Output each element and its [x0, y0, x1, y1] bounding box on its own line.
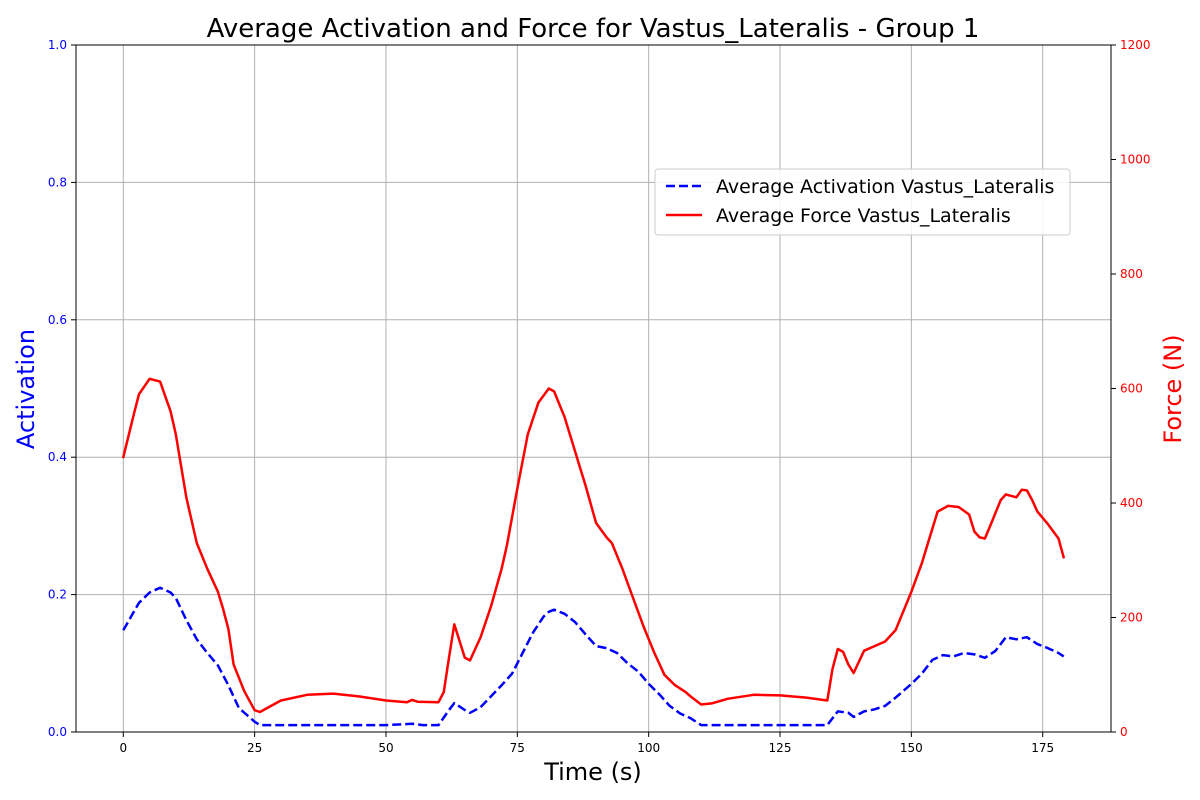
x-tick-label-6: 150 [900, 741, 923, 755]
x-tick-label-0: 0 [119, 741, 127, 755]
right-y-tick-label-6: 1200 [1120, 38, 1151, 52]
right-y-axis-label: Force (N) [1159, 334, 1187, 443]
legend-label-activation: Average Activation Vastus_Lateralis [716, 176, 1054, 198]
left-y-axis-label: Activation [12, 329, 40, 449]
right-y-tick-label-2: 400 [1120, 496, 1143, 510]
right-y-tick-label-1: 200 [1120, 611, 1143, 625]
x-tick-label-2: 50 [378, 741, 393, 755]
x-tick-label-3: 75 [510, 741, 525, 755]
left-y-tick-label-1: 0.2 [48, 588, 67, 602]
right-y-tick-label-3: 600 [1120, 382, 1143, 396]
legend-label-force: Average Force Vastus_Lateralis [716, 205, 1011, 227]
series-line-force [122, 377, 1065, 714]
x-axis-label: Time (s) [543, 758, 642, 786]
right-y-tick-label-5: 1000 [1120, 153, 1151, 167]
plot-frame [75, 44, 1112, 733]
x-axis: 0 25 50 75 100 125 150 175 [119, 732, 1054, 755]
x-tick-label-1: 25 [247, 741, 262, 755]
x-tick-label-7: 175 [1031, 741, 1054, 755]
legend-box [654, 168, 1071, 236]
grid [76, 44, 1111, 733]
left-y-tick-label-0: 0.0 [48, 725, 67, 739]
left-y-tick-label-4: 0.8 [48, 175, 67, 189]
left-y-tick-label-5: 1.0 [48, 38, 67, 52]
legend: Average Activation Vastus_Lateralis Aver… [654, 168, 1071, 236]
right-y-tick-label-0: 0 [1120, 725, 1128, 739]
right-y-axis: 0 200 400 600 800 1000 1200 [1111, 38, 1151, 739]
right-y-tick-label-4: 800 [1120, 267, 1143, 281]
x-tick-label-4: 100 [637, 741, 660, 755]
left-y-tick-label-3: 0.6 [48, 313, 67, 327]
chart-title: Average Activation and Force for Vastus_… [207, 14, 980, 44]
series-line-activation [122, 586, 1065, 727]
series-layer [122, 377, 1065, 727]
x-tick-label-5: 125 [769, 741, 792, 755]
left-y-axis: 0.0 0.2 0.4 0.6 0.8 1.0 [48, 38, 76, 739]
left-y-tick-label-2: 0.4 [48, 450, 67, 464]
